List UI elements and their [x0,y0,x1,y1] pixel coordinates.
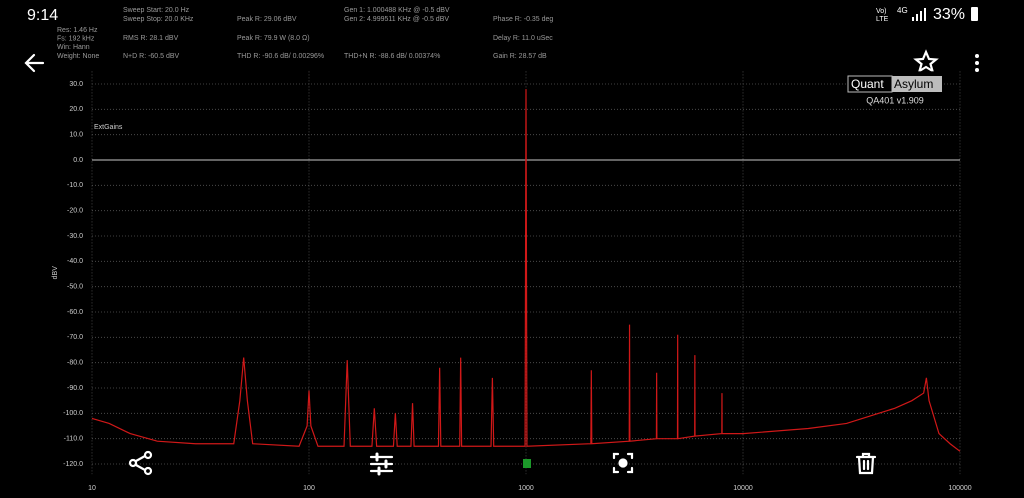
menu-button[interactable] [975,54,979,72]
status-time: 9:14 [27,7,58,24]
status-battery: 33% [933,6,965,23]
favorite-button[interactable] [913,49,939,74]
y-tick-label: -120.0 [63,461,83,468]
y-tick-label: 10.0 [69,132,83,139]
header-info: Win: Hann [57,44,90,51]
status-volte: Vo) [876,8,887,15]
status-network: 4G [897,6,908,15]
y-tick-label: -90.0 [67,385,83,392]
edit-button[interactable] [369,452,394,476]
y-tick-label: -30.0 [67,233,83,240]
y-tick-label: -40.0 [67,258,83,265]
x-tick-label: 10 [88,485,96,492]
y-tick-label: 30.0 [69,81,83,88]
y-tick-label: -110.0 [64,436,83,443]
brand-version: QA401 v1.909 [866,95,924,105]
header-info: Delay R: 11.0 uSec [493,35,553,42]
x-tick-label: 1000 [518,485,534,492]
header-info: Phase R: -0.35 deg [493,16,553,23]
brand-left: Quant [851,77,884,91]
brand-box [892,76,942,92]
y-tick-label: -50.0 [67,284,83,291]
annotation: ExtGains [94,124,123,131]
y-axis-label: dBV [52,266,59,280]
spectrum-line [91,89,961,452]
header-info: RMS R: 28.1 dBV [123,35,179,42]
x-tick-label: 10000 [733,485,753,492]
header-info: Gen 1: 1.000488 KHz @ -0.5 dBV [344,7,450,14]
battery-icon [971,7,978,21]
header-info: Sweep Stop: 20.0 KHz [123,16,194,23]
x-tick-label: 100 [303,485,315,492]
share-button[interactable] [128,450,153,476]
y-tick-label: 20.0 [69,106,83,113]
header-info: Weight: None [57,53,99,60]
header-info: Res: 1.46 Hz [57,27,98,34]
header-info: THD R: -90.6 dB/ 0.00296% [237,53,324,60]
y-tick-label: 0.0 [73,157,83,164]
header-info: Peak R: 79.9 W (8.0 Ω) [237,35,310,42]
header-info: Peak R: 29.06 dBV [237,16,297,23]
x-tick-label: 100000 [948,485,971,492]
chart: 30.0 20.0 10.0 0.0 -10.0 -20.0 -30.0 -40.0 -50.0… [52,71,972,492]
y-tick-label: -70.0 [67,334,83,341]
y-tick-label: -80.0 [67,360,83,367]
y-tick-label: -10.0 [67,182,83,189]
signal-icon [912,8,926,21]
marker [523,459,531,468]
brand-right: Asylum [894,77,933,91]
y-tick-label: -60.0 [67,309,83,316]
header-info: THD+N R: -88.6 dB/ 0.00374% [344,53,440,60]
back-button[interactable] [24,53,45,73]
status-lte: LTE [876,16,889,23]
y-tick-label: -20.0 [67,208,83,215]
delete-button[interactable] [855,452,877,475]
header-info: Sweep Start: 20.0 Hz [123,7,190,14]
header-info: N+D R: -60.5 dBV [123,53,180,60]
header-info: Gain R: 28.57 dB [493,53,547,60]
header-info: Gen 2: 4.999511 KHz @ -0.5 dBV [344,16,449,23]
header-info: Fs: 192 kHz [57,35,95,42]
y-tick-label: -100.0 [63,410,83,417]
lens-button[interactable] [612,452,634,474]
